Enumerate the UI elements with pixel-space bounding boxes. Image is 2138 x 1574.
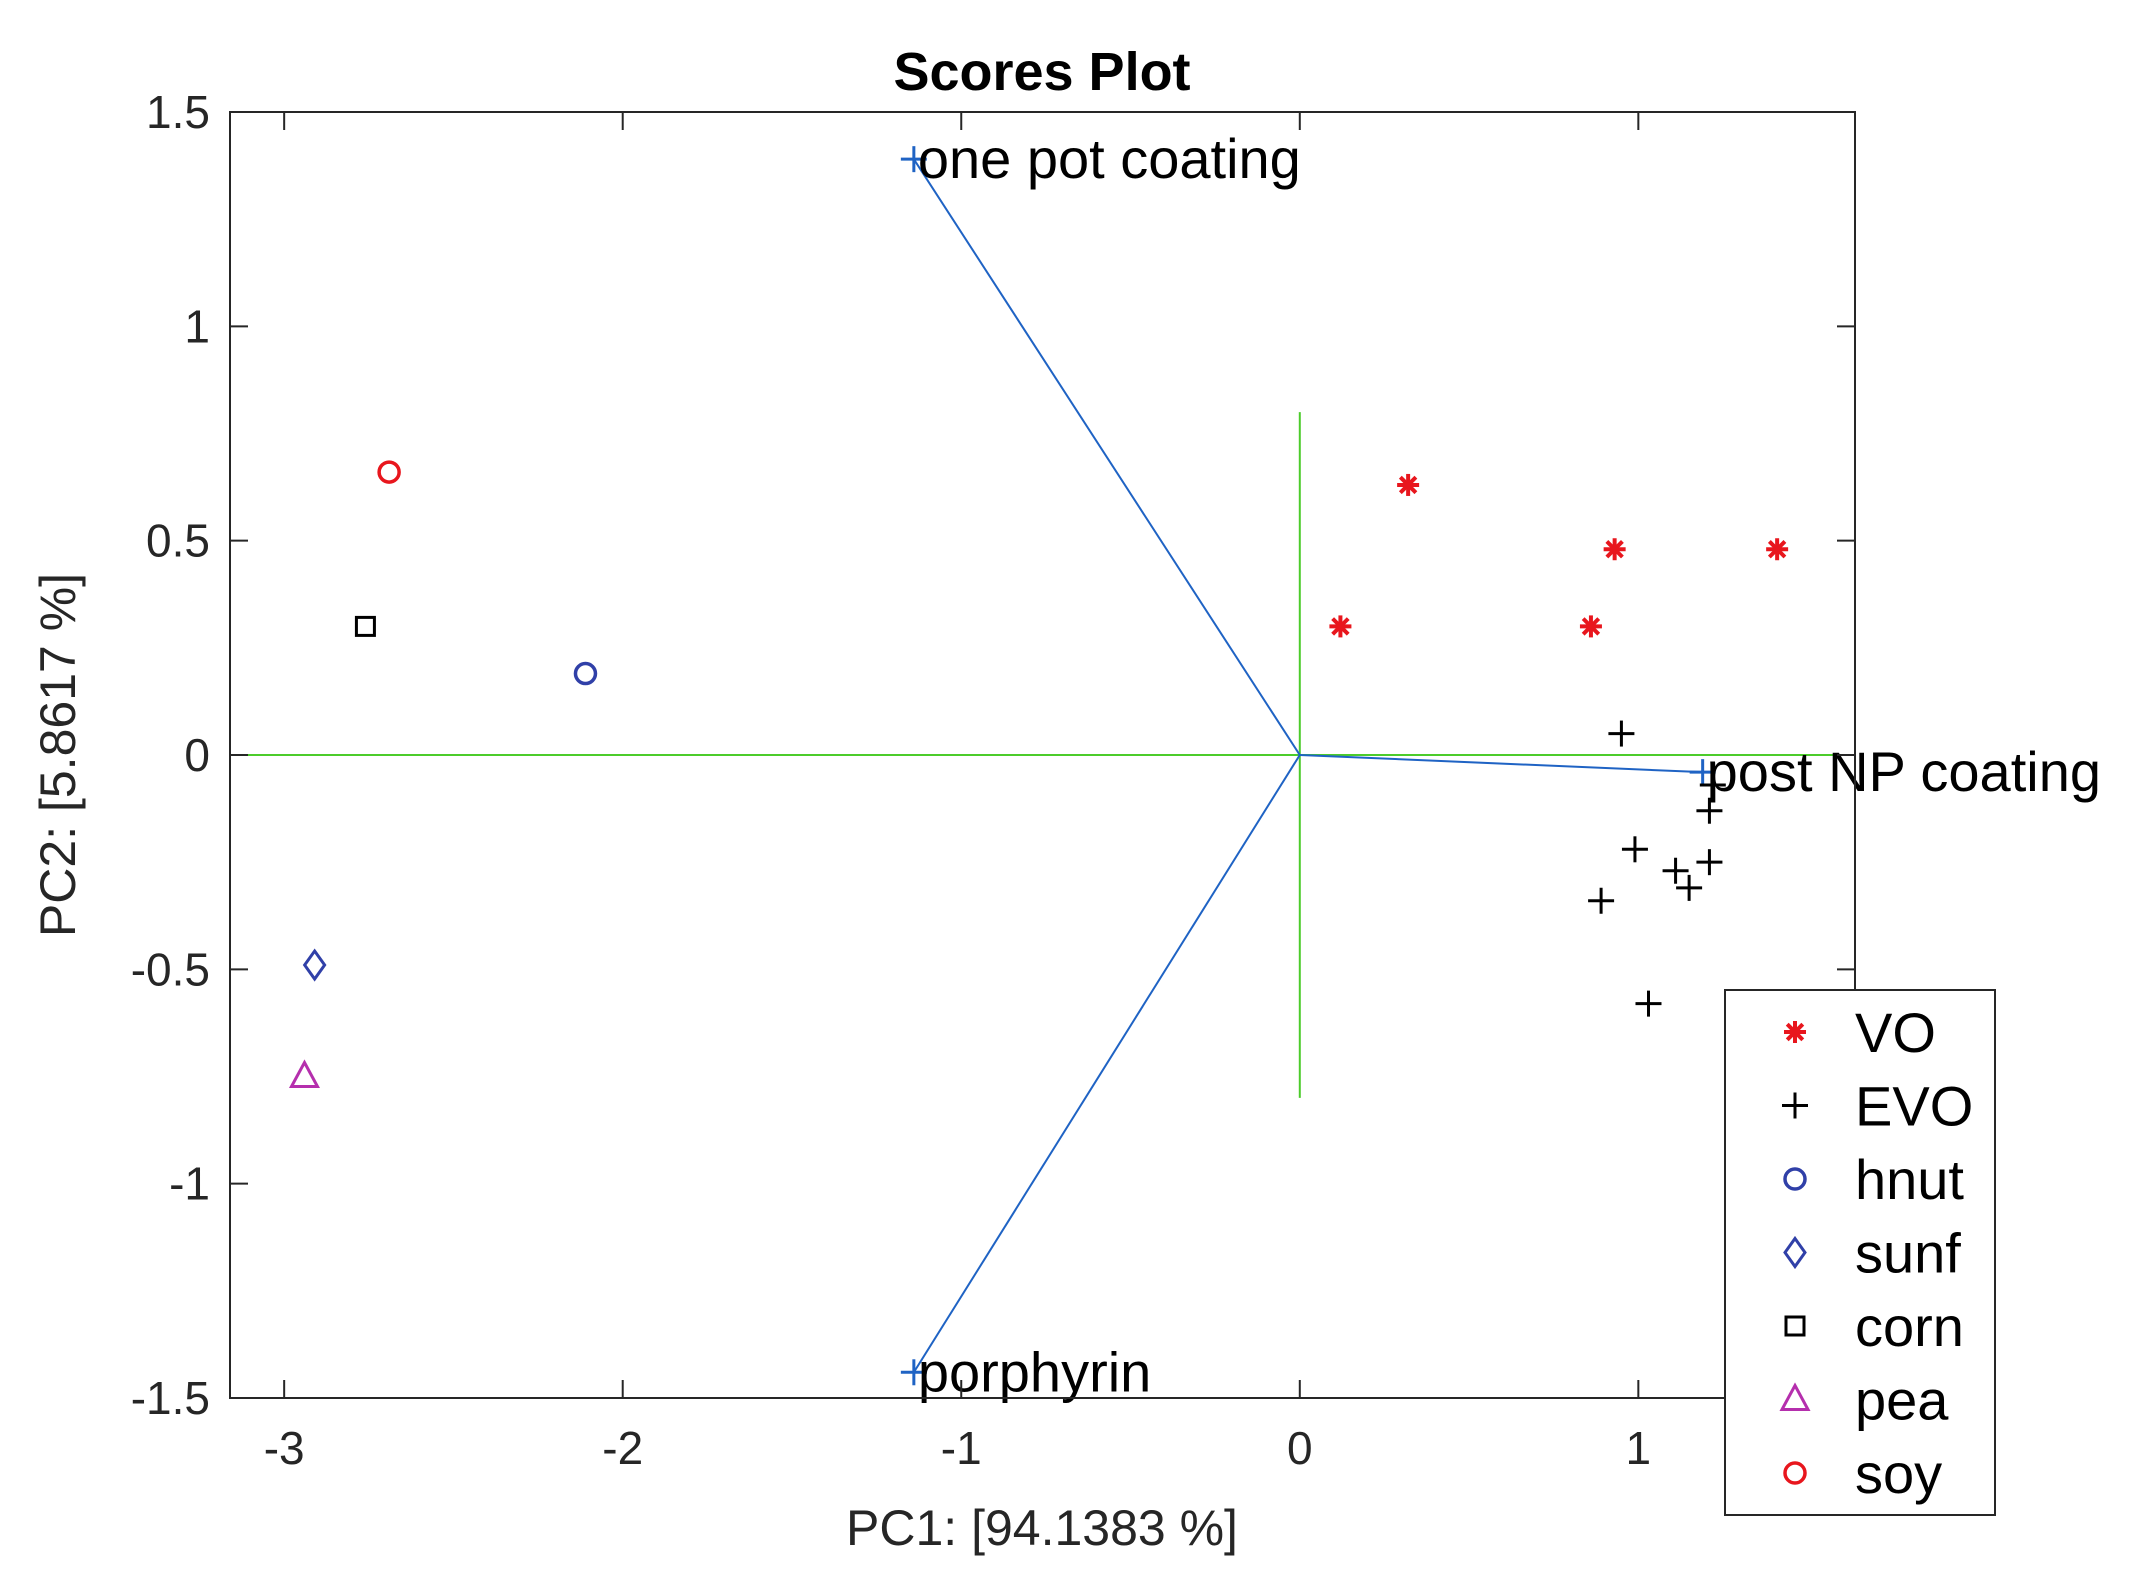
x-tick-label: 1 bbox=[1626, 1422, 1652, 1474]
score-points bbox=[288, 460, 1789, 1088]
legend-entry-pea: pea bbox=[1779, 1369, 1949, 1432]
legend-label-hnut: hnut bbox=[1855, 1148, 1964, 1211]
legend-label-sunf: sunf bbox=[1855, 1222, 1961, 1285]
point-evo bbox=[1588, 887, 1615, 914]
asterisk-stroke bbox=[1785, 1022, 1805, 1042]
point-hnut bbox=[573, 661, 598, 686]
legend-box bbox=[1724, 989, 1996, 1516]
triangle-shape bbox=[1779, 1382, 1811, 1411]
point-vo bbox=[1579, 615, 1602, 638]
diamond-shape bbox=[1783, 1235, 1807, 1270]
point-pea bbox=[288, 1059, 320, 1088]
square-shape bbox=[1784, 1315, 1806, 1337]
legend-label-pea: pea bbox=[1855, 1369, 1949, 1432]
loading-vectors: one pot coating post NP coating porphyrin bbox=[900, 127, 2101, 1403]
point-sunf bbox=[302, 948, 327, 982]
point-evo bbox=[1662, 857, 1689, 884]
legend-entry-vo: VO bbox=[1784, 1001, 1936, 1064]
legend-label-soy: soy bbox=[1855, 1442, 1942, 1505]
chart-title: Scores Plot bbox=[893, 42, 1190, 102]
y-tick-label: 1.5 bbox=[146, 86, 210, 138]
loading-label-porphyrin: porphyrin bbox=[918, 1340, 1151, 1403]
asterisk-stroke bbox=[1331, 617, 1350, 636]
loading-label-post-np-coating: post NP coating bbox=[1707, 740, 2101, 803]
y-tick-label: 0.5 bbox=[146, 515, 210, 567]
loading-tip-porphyrin bbox=[900, 1359, 927, 1386]
circle-shape bbox=[1783, 1461, 1807, 1485]
loading-line-one-pot-coating bbox=[913, 158, 1301, 756]
point-corn bbox=[354, 615, 376, 637]
series-vo bbox=[1329, 473, 1789, 638]
y-tick-label: 0 bbox=[184, 729, 210, 781]
loading-line-porphyrin bbox=[913, 754, 1301, 1373]
legend-marker-evo bbox=[1782, 1092, 1808, 1119]
point-evo bbox=[1696, 849, 1723, 876]
loading-label-one-pot-coating: one pot coating bbox=[918, 127, 1301, 190]
asterisk-stroke bbox=[1767, 540, 1787, 559]
series-sunf bbox=[302, 948, 327, 982]
axis-ticks: -3 -2 -1 0 1 -1.5 -1 -0.5 0 0.5 1 1.5 bbox=[131, 86, 1855, 1474]
legend-marker-soy bbox=[1783, 1461, 1807, 1485]
asterisk-stroke bbox=[1605, 540, 1624, 559]
x-tick-label: -2 bbox=[602, 1422, 643, 1474]
triangle-shape bbox=[288, 1059, 320, 1088]
point-soy bbox=[377, 460, 401, 484]
point-evo bbox=[1699, 772, 1726, 799]
circle-shape bbox=[1783, 1167, 1807, 1191]
circle-shape bbox=[377, 460, 401, 484]
point-evo bbox=[1621, 836, 1648, 863]
point-vo bbox=[1397, 473, 1420, 496]
x-tick-label: -1 bbox=[941, 1422, 982, 1474]
legend-marker-hnut bbox=[1783, 1167, 1807, 1191]
square-shape bbox=[354, 615, 376, 637]
point-evo bbox=[1696, 797, 1723, 824]
loading-tip-one-pot-coating bbox=[900, 146, 927, 173]
diamond-shape bbox=[302, 948, 327, 982]
point-vo bbox=[1766, 538, 1789, 561]
point-evo bbox=[1635, 990, 1662, 1017]
point-vo bbox=[1329, 615, 1352, 638]
legend-entry-evo: EVO bbox=[1782, 1075, 1973, 1138]
series-corn bbox=[354, 615, 376, 637]
legend-entry-hnut: hnut bbox=[1783, 1148, 1964, 1211]
y-axis-label: PC2: [5.8617 %] bbox=[30, 573, 86, 937]
point-evo bbox=[1676, 874, 1703, 901]
series-soy bbox=[377, 460, 401, 484]
x-tick-label: -3 bbox=[264, 1422, 305, 1474]
legend-entry-soy: soy bbox=[1783, 1442, 1942, 1505]
point-evo bbox=[1608, 720, 1635, 747]
legend-marker-pea bbox=[1779, 1382, 1811, 1411]
legend-marker-corn bbox=[1784, 1315, 1806, 1337]
loading-line-post-np-coating bbox=[1299, 754, 1703, 774]
legend-label-vo: VO bbox=[1855, 1001, 1936, 1064]
legend-entry-sunf: sunf bbox=[1783, 1222, 1961, 1285]
legend-label-corn: corn bbox=[1855, 1295, 1964, 1358]
y-tick-label: -1 bbox=[169, 1158, 210, 1210]
series-pea bbox=[288, 1059, 320, 1088]
legend-marker-vo bbox=[1784, 1021, 1806, 1043]
point-vo bbox=[1603, 538, 1626, 561]
series-hnut bbox=[573, 661, 598, 686]
x-tick-label: 0 bbox=[1287, 1422, 1313, 1474]
series-evo bbox=[1588, 720, 1726, 1017]
y-tick-label: -0.5 bbox=[131, 943, 210, 995]
legend-label-evo: EVO bbox=[1855, 1075, 1973, 1138]
legend: VO EVO hnut sunf corn pea soy bbox=[1724, 989, 1996, 1516]
y-tick-label: 1 bbox=[184, 300, 210, 352]
legend-entry-corn: corn bbox=[1784, 1295, 1964, 1358]
circle-shape bbox=[573, 661, 598, 686]
legend-marker-sunf bbox=[1783, 1235, 1807, 1270]
y-tick-label: -1.5 bbox=[131, 1372, 210, 1424]
asterisk-stroke bbox=[1398, 475, 1418, 495]
asterisk-stroke bbox=[1581, 617, 1601, 636]
x-axis-label: PC1: [94.1383 %] bbox=[846, 1500, 1238, 1556]
